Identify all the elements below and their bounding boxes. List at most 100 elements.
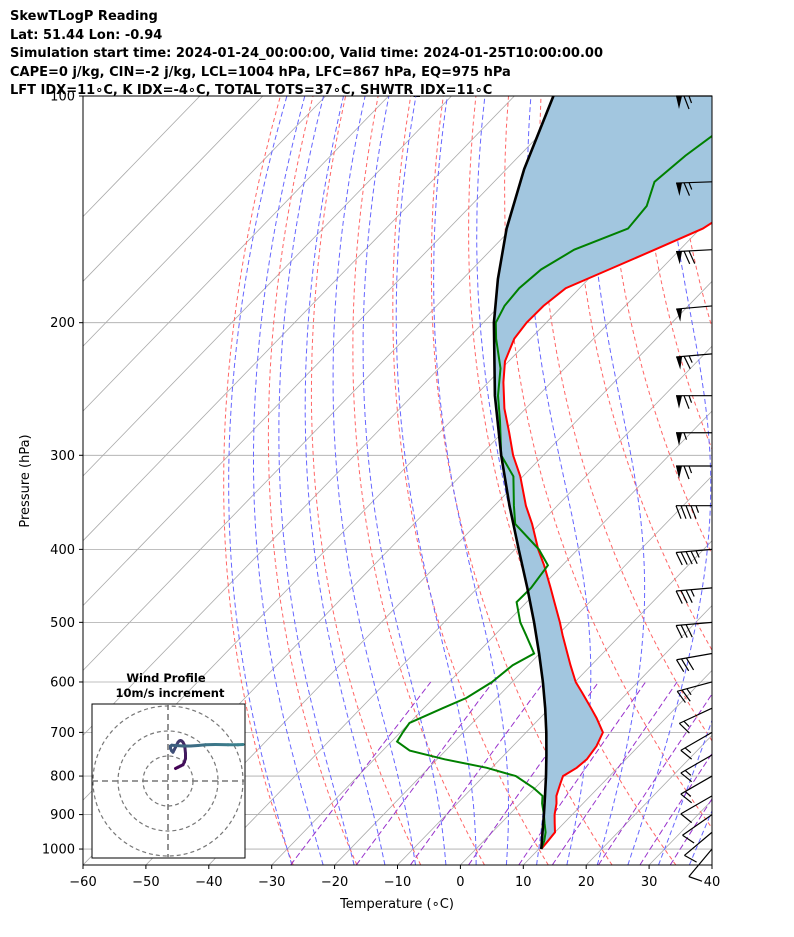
isotherm-line xyxy=(585,734,712,865)
dry-adiabat-line xyxy=(504,96,712,829)
indices-line: LFT IDX=11∘C, K IDX=-4∘C, TOTAL TOTS=37∘… xyxy=(10,83,493,98)
moist-adiabat-line xyxy=(433,96,509,865)
mixing-ratio-line xyxy=(551,681,678,865)
parcel-path-line xyxy=(492,96,555,850)
isotherm-line xyxy=(711,864,712,865)
moist-adiabat-line xyxy=(720,96,794,865)
y-tick-label: 900 xyxy=(50,808,75,823)
dry-adiabat-line xyxy=(392,96,549,865)
y-tick-label: 300 xyxy=(50,449,75,464)
x-tick-label: −60 xyxy=(69,875,96,890)
wind-barb xyxy=(688,848,713,882)
mixing-ratio-line xyxy=(290,681,432,865)
y-tick-label: 1000 xyxy=(42,843,75,858)
wind-barb xyxy=(682,814,713,844)
y-tick-label: 100 xyxy=(50,90,75,105)
wind-barb xyxy=(684,831,713,863)
sounding-profiles xyxy=(395,96,712,850)
moist-adiabat-line xyxy=(587,96,646,865)
wind-barb xyxy=(676,465,712,480)
isotherm-line xyxy=(334,475,712,865)
wind-barb xyxy=(676,395,712,409)
moist-adiabat-line xyxy=(395,96,477,865)
temperature-line xyxy=(502,221,712,850)
wind-barbs xyxy=(675,95,713,882)
wind-barb xyxy=(676,249,713,265)
x-tick-label: 0 xyxy=(456,875,464,890)
dry-adiabat-line xyxy=(468,96,677,865)
moist-adiabat-line xyxy=(476,96,547,865)
wind-barb xyxy=(675,548,713,566)
wind-barb xyxy=(680,775,713,804)
wind-barb xyxy=(675,621,713,639)
dry-adiabat-line xyxy=(737,96,794,865)
dry-adiabat-line xyxy=(223,96,294,865)
moist-adiabat-line xyxy=(332,96,416,865)
mixing-ratio-line xyxy=(409,681,545,865)
dry-adiabat-line xyxy=(605,96,712,556)
x-tick-label: −40 xyxy=(195,875,222,890)
moist-adiabat-line xyxy=(304,96,386,865)
wind-barb xyxy=(676,353,713,370)
wind-barb xyxy=(680,731,713,760)
x-tick-label: −20 xyxy=(321,875,348,890)
y-tick-label: 400 xyxy=(50,543,75,558)
mixing-ratio-line xyxy=(597,693,712,865)
x-tick-label: 10 xyxy=(515,875,532,890)
wind-barb xyxy=(678,707,713,734)
isotherm-line xyxy=(523,669,712,865)
isotherm-line xyxy=(83,96,515,542)
time-line: Simulation start time: 2024-01-24_00:00:… xyxy=(10,46,603,61)
wind-barb xyxy=(676,432,712,446)
mixing-ratio-line xyxy=(639,752,712,865)
isotherm-line xyxy=(83,96,578,607)
moist-adiabat-line xyxy=(627,96,712,865)
moist-adiabat-line xyxy=(527,96,592,865)
cape-line: CAPE=0 j/kg, CIN=-2 j/kg, LCL=1004 hPa, … xyxy=(10,64,511,80)
x-tick-label: −10 xyxy=(384,875,411,890)
dry-adiabat-line xyxy=(430,96,613,865)
dry-adiabat-line xyxy=(703,96,712,165)
mixing-ratio-line xyxy=(468,681,599,865)
wind-barb xyxy=(676,652,713,673)
x-tick-label: 20 xyxy=(578,875,595,890)
dry-adiabat-line xyxy=(769,96,794,865)
axes: −60 −50 −40 −30 −20 −10 0 10 20 30 40 100 200 300 400 5… xyxy=(42,90,720,891)
chart-header: SkewTLogP Reading Lat: 51.44 Lon: -0.94 … xyxy=(10,8,603,101)
dewpoint-line xyxy=(395,134,712,850)
isotherm-line xyxy=(208,345,712,865)
mixing-ratio-line xyxy=(518,681,647,865)
isotherm-line xyxy=(397,540,712,865)
moist-adiabat-line xyxy=(658,718,712,865)
y-tick-label: 800 xyxy=(50,770,75,785)
wind-barb xyxy=(675,587,713,604)
dry-adiabat-line xyxy=(267,96,358,865)
isotherm-line xyxy=(83,96,264,282)
mixing-ratio-line xyxy=(355,681,494,865)
wind-barb xyxy=(676,305,713,322)
y-axis-label: Pressure (hPa) xyxy=(18,434,33,527)
x-tick-label: −50 xyxy=(132,875,159,890)
mixing-ratio-line xyxy=(669,797,712,865)
x-tick-label: 40 xyxy=(704,875,721,890)
y-tick-label: 500 xyxy=(50,616,75,631)
location-line: Lat: 51.44 Lon: -0.94 xyxy=(10,27,163,43)
wind-profile-inset: Wind Profile 10m/s increment xyxy=(91,671,246,859)
dry-adiabat-line xyxy=(538,96,712,742)
inset-title: Wind Profile xyxy=(126,671,206,685)
x-tick-label: −30 xyxy=(258,875,285,890)
moist-adiabat-line xyxy=(278,96,355,865)
wind-barb xyxy=(676,681,713,703)
y-tick-label: 700 xyxy=(50,726,75,741)
wind-barb xyxy=(680,754,713,783)
y-tick-label: 600 xyxy=(50,675,75,690)
y-tick-label: 200 xyxy=(50,316,75,331)
dry-adiabat-line xyxy=(310,96,422,865)
isotherm-line xyxy=(83,96,452,477)
x-tick-label: 30 xyxy=(641,875,658,890)
wind-barb xyxy=(676,181,713,196)
cape-fill-area xyxy=(493,96,712,849)
isotherm-line xyxy=(775,96,794,865)
isotherm-line xyxy=(83,96,326,347)
